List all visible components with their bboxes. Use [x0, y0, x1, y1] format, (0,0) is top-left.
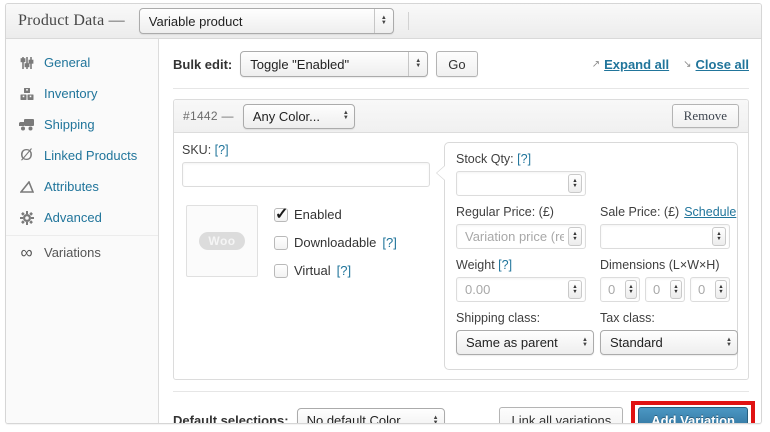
select-arrows-icon: ▲ ▼ — [408, 52, 427, 76]
tax-class-label: Tax class: — [600, 311, 655, 325]
close-all-link[interactable]: Close all — [695, 56, 749, 72]
virtual-label: Virtual — [294, 263, 331, 278]
variation-body: SKU: [?] Woo Enabled — [174, 133, 748, 379]
sliders-icon — [18, 56, 35, 70]
annotation-highlight-box: Add Variation — [631, 401, 755, 423]
select-arrows-icon: ▲ ▼ — [342, 110, 349, 121]
tab-label: Shipping — [44, 117, 95, 132]
sku-help-icon[interactable]: [?] — [214, 143, 229, 157]
collapse-icon: ↘ — [683, 58, 692, 70]
variations-panel: Bulk edit: Toggle "Enabled" ▲ ▼ Go ↗ Expa… — [159, 39, 761, 424]
link-icon: Ø — [20, 146, 33, 164]
tax-class-select[interactable]: Standard ▲ ▼ — [600, 330, 738, 355]
gear-icon — [18, 210, 35, 225]
tab-linked-products[interactable]: Ø Linked Products — [6, 140, 158, 171]
variation-header: #1442 — Any Color... ▲ ▼ Remove — [174, 100, 748, 133]
product-data-panel: Product Data — Variable product ▲ ▼ Gener… — [5, 3, 762, 424]
tab-label: Attributes — [44, 179, 99, 194]
shipping-class-select[interactable]: Same as parent ▲ ▼ — [456, 330, 594, 355]
link-all-variations-button[interactable]: Link all variations — [499, 406, 624, 423]
stock-help-icon[interactable]: [?] — [517, 152, 532, 166]
tab-attributes[interactable]: Attributes — [6, 171, 158, 202]
weight-input[interactable]: 0.00 ▲ ▼ — [456, 277, 586, 302]
bulk-edit-select[interactable]: Toggle "Enabled" ▲ ▼ — [240, 51, 429, 77]
header-divider — [407, 12, 409, 30]
truck-icon — [18, 118, 35, 131]
bulk-edit-toolbar: Bulk edit: Toggle "Enabled" ▲ ▼ Go ↗ Expa… — [173, 49, 749, 89]
variation-image-placeholder[interactable]: Woo — [186, 205, 258, 277]
stepper-icon[interactable]: ▲ ▼ — [568, 280, 582, 299]
downloadable-help-icon[interactable]: [?] — [382, 235, 397, 250]
bulk-edit-label: Bulk edit: — [173, 56, 233, 72]
select-arrows-icon: ▲ ▼ — [582, 336, 588, 348]
dimensions-label: Dimensions (L×W×H) — [600, 258, 720, 272]
virtual-checkbox[interactable] — [274, 263, 288, 278]
sku-label: SKU: [?] — [182, 143, 229, 157]
sale-price-input[interactable]: ▲ ▼ — [600, 224, 730, 249]
tab-label: General — [44, 55, 91, 70]
attributes-icon — [18, 180, 35, 193]
stepper-icon[interactable]: ▲ ▼ — [625, 280, 637, 299]
go-button[interactable]: Go — [436, 51, 478, 77]
weight-label: Weight [?] — [456, 258, 513, 272]
dimension-length-input[interactable]: 0 ▲ ▼ — [600, 277, 640, 302]
downloadable-checkbox[interactable] — [274, 235, 288, 250]
virtual-help-icon[interactable]: [?] — [336, 263, 352, 278]
sale-price-label: Sale Price: (£) Schedule — [600, 205, 737, 219]
dimension-width-input[interactable]: 0 ▲ ▼ — [645, 277, 685, 302]
stepper-icon[interactable]: ▲ ▼ — [715, 280, 727, 299]
product-data-tabs: General Inventory Shipping Ø Linked Prod… — [6, 39, 159, 423]
panel-title: Product Data — — [18, 12, 125, 29]
enabled-checkbox[interactable] — [274, 204, 288, 224]
stepper-icon[interactable]: ▲ ▼ — [568, 227, 582, 246]
stock-qty-input[interactable]: ▲ ▼ — [456, 171, 586, 196]
stock-qty-label: Stock Qty: [?] — [456, 152, 532, 166]
woo-logo: Woo — [199, 232, 245, 250]
stepper-icon[interactable]: ▲ ▼ — [712, 227, 726, 246]
variation-id: #1442 — — [183, 109, 234, 123]
select-arrows-icon: ▲ ▼ — [726, 336, 732, 348]
stepper-icon[interactable]: ▲ ▼ — [670, 280, 682, 299]
default-selections-label: Default selections: — [173, 413, 289, 424]
variations-footer-toolbar: Default selections: No default Color... … — [173, 391, 755, 424]
tab-shipping[interactable]: Shipping — [6, 109, 158, 140]
enabled-label: Enabled — [294, 207, 342, 222]
regular-price-input[interactable]: Variation price (re ▲ ▼ — [456, 224, 586, 249]
product-type-select[interactable]: Variable product ▲ ▼ — [138, 8, 394, 34]
variation-attribute-select[interactable]: Any Color... ▲ ▼ — [242, 103, 355, 129]
sku-input[interactable] — [182, 162, 430, 187]
inventory-icon — [18, 87, 35, 101]
select-arrows-icon: ▲ ▼ — [432, 414, 439, 424]
shipping-class-label: Shipping class: — [456, 311, 541, 325]
panel-header: Product Data — Variable product ▲ ▼ — [6, 4, 761, 39]
weight-help-icon[interactable]: [?] — [498, 258, 513, 272]
infinity-icon: ∞ — [20, 242, 33, 262]
regular-price-label: Regular Price: (£) — [456, 205, 554, 219]
downloadable-label: Downloadable — [294, 235, 377, 250]
expand-all-link[interactable]: Expand all — [604, 56, 670, 72]
default-selections-select[interactable]: No default Color... ▲ ▼ — [296, 407, 445, 424]
schedule-link[interactable]: Schedule — [684, 205, 737, 219]
tab-variations[interactable]: ∞ Variations — [6, 235, 158, 268]
dimension-height-input[interactable]: 0 ▲ ▼ — [690, 277, 730, 302]
tab-label: Variations — [44, 245, 101, 260]
variation-fields-bubble: Stock Qty: [?] ▲ ▼ Reg — [436, 142, 738, 370]
add-variation-button[interactable]: Add Variation — [638, 407, 748, 423]
select-arrows-icon: ▲ ▼ — [373, 9, 393, 33]
expand-icon: ↗ — [591, 58, 601, 70]
remove-variation-button[interactable]: Remove — [671, 104, 739, 128]
tab-label: Linked Products — [44, 148, 138, 163]
tab-label: Inventory — [44, 86, 98, 101]
variation-row: #1442 — Any Color... ▲ ▼ Remove SKU: [?] — [173, 99, 749, 380]
tab-label: Advanced — [44, 210, 102, 225]
tab-general[interactable]: General — [6, 47, 158, 78]
tab-inventory[interactable]: Inventory — [6, 78, 158, 109]
tab-advanced[interactable]: Advanced — [6, 202, 158, 233]
stepper-icon[interactable]: ▲ ▼ — [568, 174, 582, 193]
